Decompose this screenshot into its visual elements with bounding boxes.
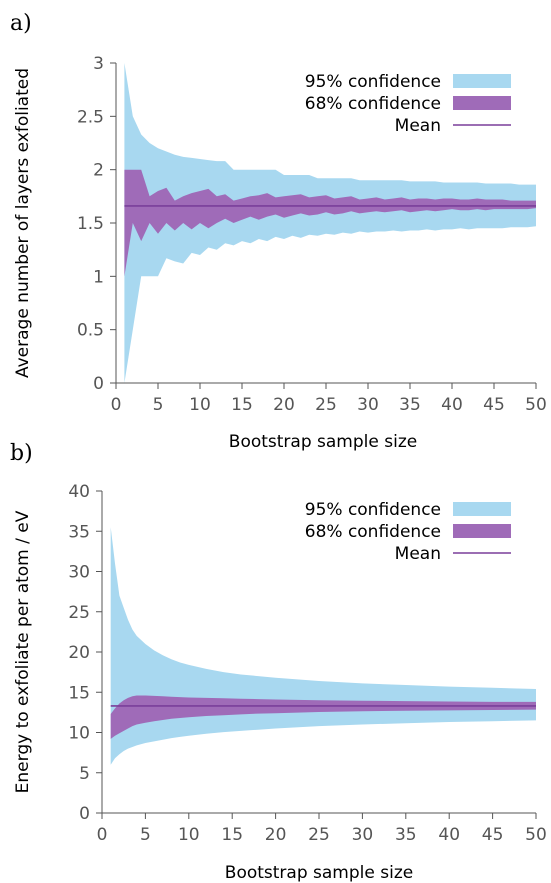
x-tick-label: 35: [399, 395, 421, 415]
x-tick-label: 40: [438, 825, 460, 845]
y-tick-label: 2: [93, 161, 104, 181]
x-tick-label: 45: [483, 395, 505, 415]
y-tick-label: 15: [68, 683, 90, 703]
band-95-confidence: [110, 527, 536, 765]
y-tick-label: 35: [68, 522, 90, 542]
x-tick-label: 35: [395, 825, 417, 845]
y-tick-label: 20: [68, 643, 90, 663]
x-tick-label: 20: [273, 395, 295, 415]
legend-swatch-68: [453, 524, 511, 538]
panel-b: b) 0 5 10 15 20 25 30 35 40 0 5 10 15 20 25 30 35 40 45 50 Bo…: [10, 441, 547, 883]
panel-a: a)00.511.522.530 5 10 15 20 25 30 35 40 45 50Boots…: [10, 11, 547, 452]
y-tick-label: 5: [79, 764, 90, 784]
x-tick-label: 45: [482, 825, 504, 845]
y-tick-label: 10: [68, 724, 90, 744]
x-axis-title: Bootstrap sample size: [225, 863, 413, 883]
y-tick-label: 1.5: [77, 214, 104, 234]
legend-label: 68% confidence: [305, 94, 441, 114]
x-tick-label: 30: [352, 825, 374, 845]
x-tick-label: 50: [525, 395, 547, 415]
x-tick-label: 15: [231, 395, 253, 415]
x-tick-label: 25: [308, 825, 330, 845]
x-tick-label: 25: [315, 395, 337, 415]
x-tick-label: 0: [97, 825, 108, 845]
legend-label: Mean: [395, 116, 441, 136]
x-axis-title: Bootstrap sample size: [229, 432, 417, 452]
y-axis-title: Energy to exfoliate per atom / eV: [13, 510, 33, 793]
legend-label: 68% confidence: [305, 522, 441, 542]
x-tick-label: 10: [189, 395, 211, 415]
x-tick-label: 50: [525, 825, 547, 845]
legend-swatch-95: [453, 502, 511, 516]
x-tick-label: 5: [140, 825, 151, 845]
x-tick-label: 20: [265, 825, 287, 845]
x-tick-label: 0: [111, 395, 122, 415]
legend-swatch-95: [453, 74, 511, 88]
x-tick-label: 10: [178, 825, 200, 845]
y-tick-label: 30: [68, 563, 90, 583]
x-tick-label: 15: [221, 825, 243, 845]
x-tick-label: 40: [441, 395, 463, 415]
y-tick-label: 0: [79, 804, 90, 824]
band-95-confidence: [124, 63, 537, 383]
y-tick-label: 3: [93, 54, 104, 74]
y-axis-title: Average number of layers exfoliated: [13, 68, 33, 378]
band-68-confidence: [124, 169, 537, 277]
panel-label: b): [10, 441, 33, 466]
y-tick-label: 0: [93, 374, 104, 394]
panel-label: a): [10, 11, 32, 36]
x-tick-label: 5: [153, 395, 164, 415]
legend-swatch-68: [453, 96, 511, 110]
y-tick-label: 40: [68, 482, 90, 502]
y-tick-label: 1: [93, 267, 104, 287]
y-tick-label: 2.5: [77, 107, 104, 127]
y-tick-label: 0.5: [77, 321, 104, 341]
y-tick-label: 25: [68, 603, 90, 623]
legend-label: 95% confidence: [305, 72, 441, 92]
legend-label: 95% confidence: [305, 500, 441, 520]
legend-label: Mean: [395, 544, 441, 564]
x-tick-label: 30: [357, 395, 379, 415]
